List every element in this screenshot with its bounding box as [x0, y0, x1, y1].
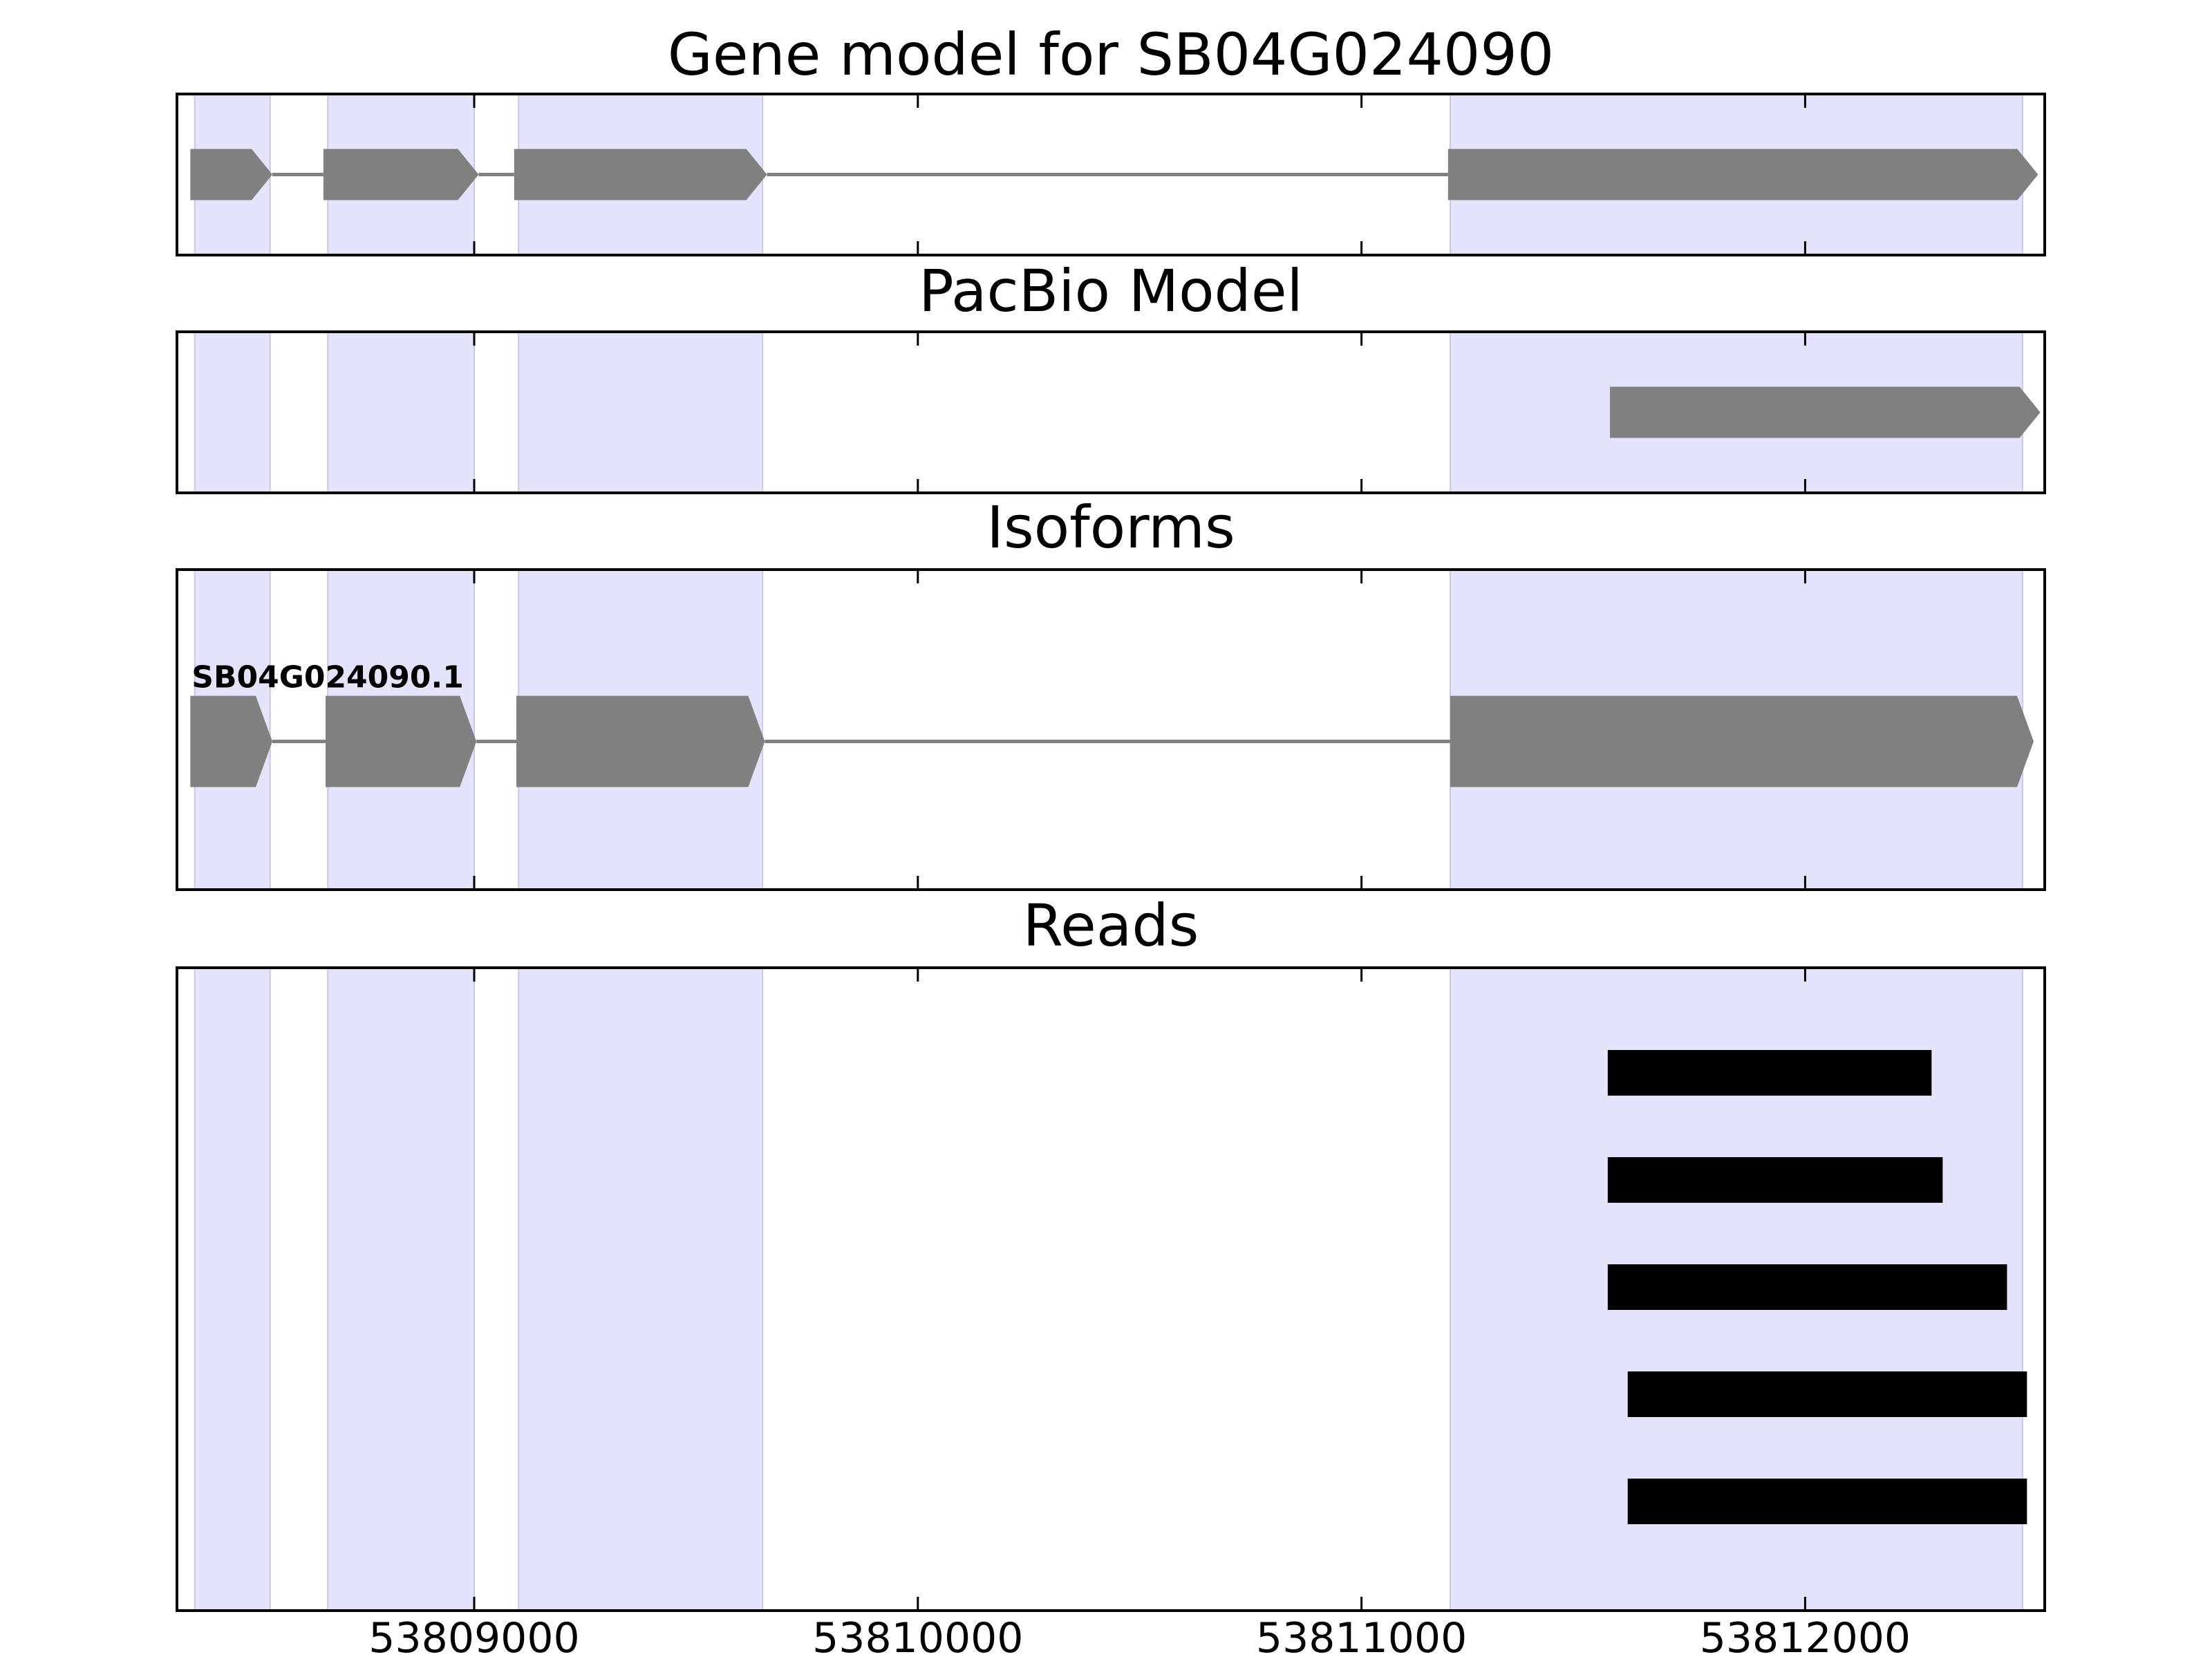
isoform-label: SB04G024090.1 — [191, 660, 464, 695]
panel-frame — [176, 93, 2046, 256]
x-axis-tick-labels: 53809000 53810000 53811000 53812000 — [368, 1614, 1911, 1659]
reads-panel — [176, 966, 2046, 1612]
x-tick-label: 53810000 — [812, 1614, 1023, 1659]
exon-feature — [1447, 149, 2038, 200]
exon-band — [194, 967, 271, 1611]
exon-band — [194, 331, 271, 494]
exon-feature — [326, 695, 477, 787]
gene-model-title: Gene model for SB04G024090 — [668, 21, 1554, 88]
pacbio-model-title: PacBio Model — [919, 257, 1303, 325]
panel-frame — [176, 966, 2046, 1612]
isoforms-panel: SB04G024090.1 — [176, 568, 2046, 891]
exon-feature — [323, 149, 479, 200]
exon-feature — [1450, 695, 2034, 787]
pacbio-model-panel — [176, 330, 2046, 494]
read-bar — [1607, 1264, 2007, 1310]
exon-feature — [514, 149, 767, 200]
exon-feature — [516, 695, 765, 787]
panel-frame — [176, 568, 2046, 891]
read-bar — [1607, 1050, 1932, 1096]
read-bar — [1607, 1157, 1943, 1203]
exon-feature — [190, 695, 272, 787]
reads-title: Reads — [1023, 892, 1199, 959]
read-bar — [1627, 1479, 2027, 1524]
x-tick-label: 53811000 — [1256, 1614, 1467, 1659]
x-tick-label: 53809000 — [368, 1614, 579, 1659]
panel-frame — [176, 330, 2046, 494]
exon-band — [327, 331, 476, 494]
exon-band — [518, 331, 764, 494]
exon-feature — [1610, 386, 2041, 438]
exon-band — [518, 967, 764, 1611]
isoforms-title: Isoforms — [986, 494, 1235, 561]
read-bar — [1627, 1371, 2027, 1417]
x-tick-label: 53812000 — [1700, 1614, 1911, 1659]
gene-model-panel — [176, 93, 2046, 256]
exon-band — [327, 967, 476, 1611]
exon-feature — [190, 149, 272, 200]
